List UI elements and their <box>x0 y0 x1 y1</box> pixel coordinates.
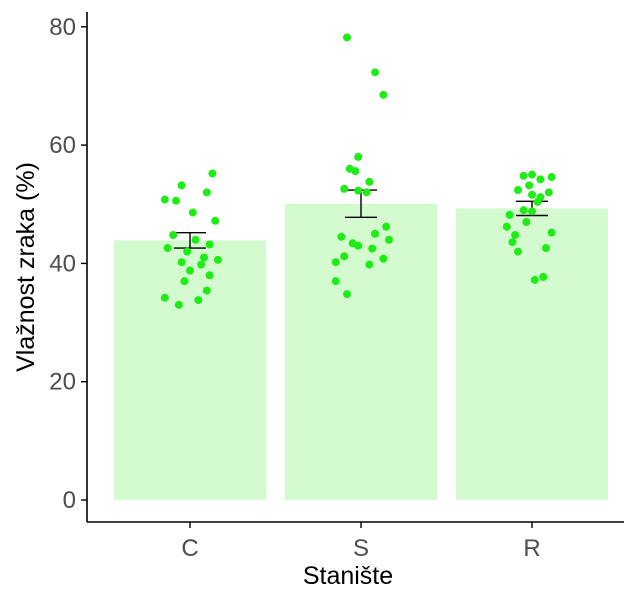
data-point-c <box>186 266 194 275</box>
data-point-s <box>379 90 388 99</box>
data-point-r <box>511 231 520 240</box>
data-point-r <box>539 273 548 282</box>
bar-c <box>114 240 266 501</box>
data-point-r <box>542 244 550 253</box>
data-point-c <box>191 235 200 244</box>
data-point-r <box>502 222 511 231</box>
y-tick-label: 40 <box>49 250 76 277</box>
y-axis-title: Vlažnost zraka (%) <box>12 162 40 372</box>
data-point-c <box>208 169 217 178</box>
data-point-c <box>174 300 183 309</box>
data-point-r <box>528 170 536 179</box>
bar-r <box>456 208 608 500</box>
data-point-r <box>536 175 545 184</box>
data-point-c <box>183 247 192 256</box>
bar-s <box>285 203 437 500</box>
data-point-s <box>368 244 377 253</box>
data-point-c <box>202 188 211 197</box>
bars-group <box>114 203 608 501</box>
data-point-s <box>340 184 349 193</box>
data-point-s <box>343 290 351 299</box>
data-point-c <box>180 277 189 286</box>
data-point-c <box>205 240 214 249</box>
data-point-c <box>211 216 220 225</box>
x-tick-label: S <box>353 535 369 562</box>
data-point-c <box>160 195 169 204</box>
data-point-c <box>172 196 180 205</box>
data-point-s <box>354 152 363 161</box>
data-point-r <box>525 181 534 190</box>
data-point-c <box>160 293 169 302</box>
data-point-c <box>188 208 197 217</box>
data-point-c <box>169 231 178 240</box>
data-point-c <box>205 271 214 280</box>
data-point-s <box>343 33 351 42</box>
data-point-s <box>354 186 363 195</box>
data-point-s <box>371 68 379 77</box>
data-point-c <box>177 258 186 267</box>
data-point-r <box>519 171 528 180</box>
data-point-s <box>365 260 374 269</box>
data-point-s <box>331 258 340 267</box>
data-point-r <box>514 186 522 195</box>
data-point-r <box>528 190 536 199</box>
data-point-c <box>194 296 203 305</box>
data-point-r <box>533 197 542 206</box>
points-group <box>160 33 556 309</box>
data-point-s <box>351 167 360 176</box>
x-tick-label: R <box>523 535 540 562</box>
data-point-c <box>197 260 206 269</box>
data-point-r <box>528 207 536 216</box>
data-point-s <box>331 277 340 286</box>
data-point-r <box>522 217 531 226</box>
data-point-r <box>505 210 514 219</box>
data-point-r <box>547 228 556 237</box>
data-point-c <box>163 244 172 253</box>
x-tick-label: C <box>181 535 198 562</box>
data-point-r <box>547 173 556 182</box>
data-point-s <box>382 222 391 231</box>
data-point-s <box>371 229 379 238</box>
data-point-c <box>214 255 222 264</box>
data-point-s <box>385 235 393 244</box>
data-point-s <box>337 232 346 241</box>
data-point-s <box>340 252 349 261</box>
y-ticks-group: 0 20 40 60 80 <box>49 14 87 514</box>
data-point-r <box>514 247 522 256</box>
data-point-s <box>379 254 388 263</box>
data-point-r <box>544 188 553 197</box>
data-point-r <box>519 206 528 215</box>
data-point-s <box>354 241 363 250</box>
data-point-c <box>177 181 186 190</box>
y-tick-label: 0 <box>63 487 76 514</box>
data-point-c <box>200 253 208 262</box>
y-tick-label: 80 <box>49 14 76 41</box>
data-point-r <box>508 238 517 247</box>
y-tick-label: 60 <box>49 132 76 159</box>
x-axis-title: Stanište <box>303 562 393 589</box>
data-point-r <box>530 275 539 284</box>
data-point-s <box>362 188 371 197</box>
data-point-c <box>202 286 211 295</box>
y-tick-label: 20 <box>49 369 76 396</box>
data-point-s <box>365 177 374 186</box>
